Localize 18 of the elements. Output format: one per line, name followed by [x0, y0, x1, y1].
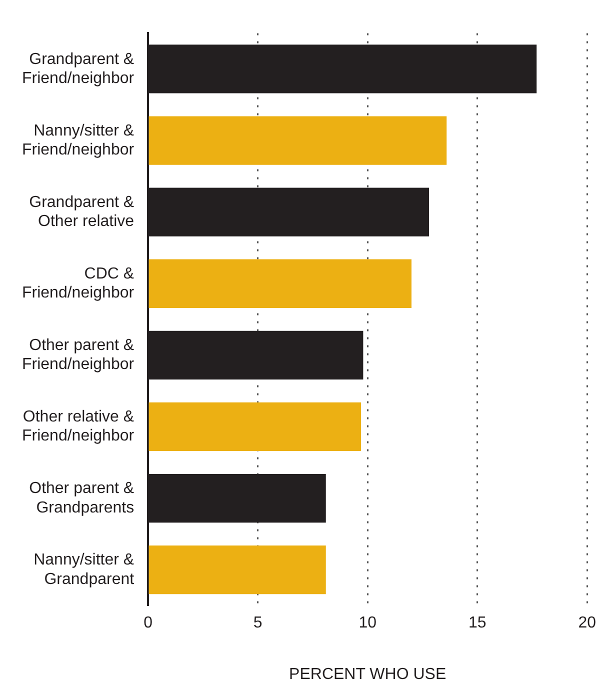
x-tick-label: 15 [468, 614, 486, 632]
x-tick-label: 20 [578, 614, 596, 632]
x-tick-label: 0 [144, 614, 153, 632]
bar [148, 402, 361, 452]
y-tick-label: Grandparent & Other relative [29, 194, 134, 230]
x-axis-title: PERCENT WHO USE [289, 666, 446, 683]
x-tick-label: 5 [253, 614, 262, 632]
y-tick-label: CDC & Friend/neighbor [22, 265, 135, 302]
y-tick-label: Nanny/sitter & Grandparent [34, 552, 135, 588]
bar [148, 259, 412, 308]
y-tick-label: Nanny/sitter & Friend/neighbor [22, 122, 135, 159]
y-tick-label: Other parent & Grandparents [29, 480, 134, 516]
x-tick-label: 10 [358, 614, 377, 632]
y-tick-label: Other relative & Friend/neighbor [22, 408, 135, 445]
y-tick-label: Grandparent & Friend/neighbor [22, 50, 135, 87]
bar [148, 116, 447, 165]
y-tick-label: Other parent & Friend/neighbor [22, 336, 135, 374]
bar [148, 546, 326, 594]
